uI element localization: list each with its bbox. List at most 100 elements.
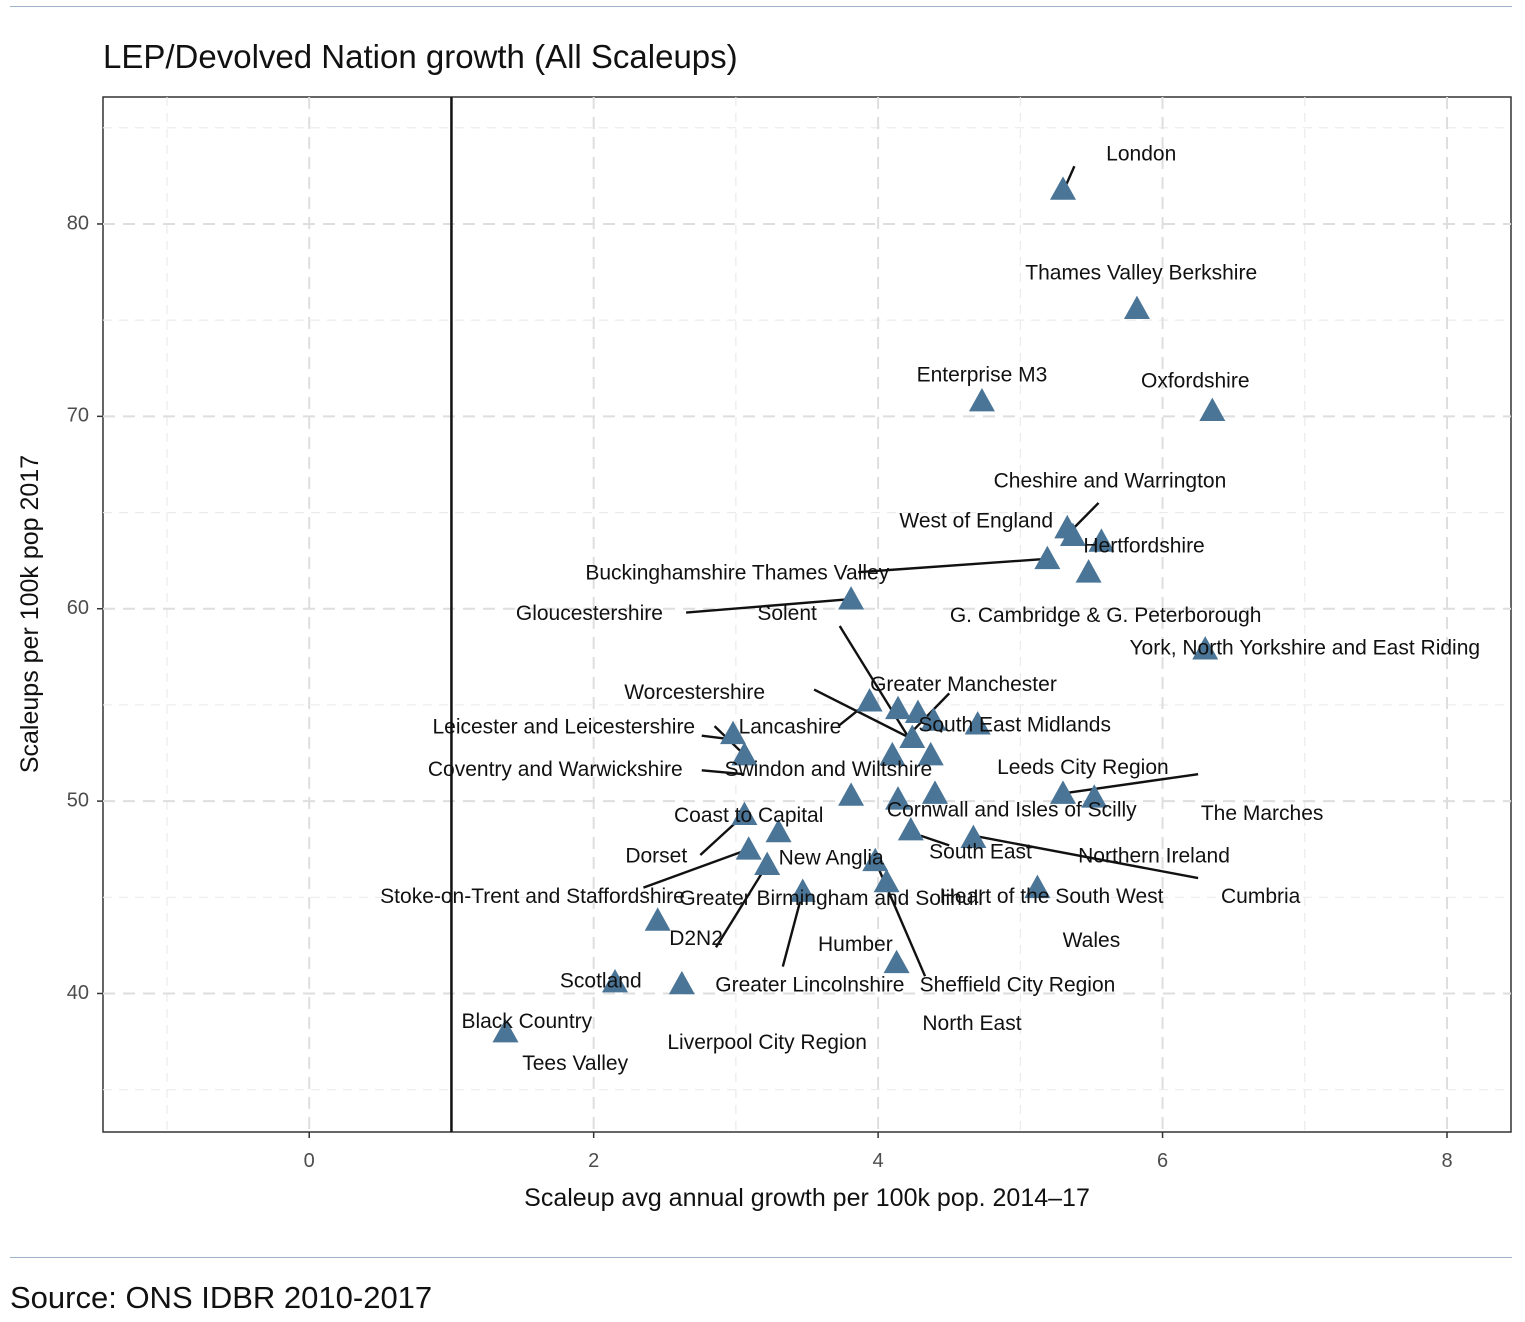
point-label: Greater Birmingham and Solihull bbox=[679, 887, 982, 910]
data-point-triangle: Gloucestershire bbox=[838, 586, 865, 610]
data-point-triangle: Buckinghamshire Thames Valley bbox=[1034, 545, 1061, 570]
data-point-triangle: South East bbox=[897, 816, 924, 841]
point-label: Scotland bbox=[560, 969, 642, 992]
point-label: Buckinghamshire Thames Valley bbox=[585, 562, 889, 585]
data-point-triangle: Thames Valley Berkshire bbox=[1123, 295, 1150, 320]
leader-line bbox=[858, 557, 1049, 574]
point-label: Stoke-on-Trent and Staffordshire bbox=[380, 885, 685, 908]
data-point-triangle: Dorset bbox=[731, 801, 758, 825]
leader-lines bbox=[611, 165, 1199, 983]
point-label: Cornwall and Isles of Scilly bbox=[887, 798, 1137, 821]
point-label: Oxfordshire bbox=[1141, 369, 1250, 392]
leader-line bbox=[973, 834, 1199, 880]
source-note: Source: ONS IDBR 2010-2017 bbox=[10, 1280, 433, 1315]
data-point-triangle: Hertfordshire bbox=[1088, 528, 1115, 552]
point-label: New Anglia bbox=[779, 846, 884, 869]
axis-ticks: 0 2 4 6 8 40 50 60 70 80 bbox=[67, 212, 1453, 1172]
point-label: Sheffield City Region bbox=[920, 973, 1116, 996]
point-label: Liverpool City Region bbox=[667, 1031, 867, 1054]
x-tick-label: 8 bbox=[1441, 1150, 1452, 1172]
point-label: Cheshire and Warrington bbox=[994, 469, 1227, 492]
point-label: West of England bbox=[899, 510, 1053, 533]
y-tick-label: 80 bbox=[67, 212, 89, 234]
point-label: Solent bbox=[757, 602, 817, 625]
y-tick-label: 40 bbox=[67, 982, 89, 1004]
data-point-triangle: Coventry and Warwickshire bbox=[731, 741, 758, 766]
data-point-triangle: Solent bbox=[904, 699, 931, 724]
data-point-triangle: Scotland bbox=[883, 949, 910, 974]
point-label: Cumbria bbox=[1221, 885, 1301, 908]
point-label: North East bbox=[922, 1012, 1021, 1035]
x-axis-title: Scaleup avg annual growth per 100k pop. … bbox=[524, 1184, 1090, 1212]
data-point-triangle: Leeds City Region bbox=[964, 711, 991, 735]
leader-line bbox=[686, 597, 852, 614]
data-point-triangle: Humber bbox=[789, 878, 816, 902]
data-point-triangle: Liverpool City Region bbox=[668, 970, 695, 995]
data-point-triangle: Heart of the South West bbox=[922, 780, 948, 804]
data-point-triangle: New Anglia bbox=[765, 818, 792, 843]
point-label: York, North Yorkshire and East Riding bbox=[1129, 637, 1480, 660]
data-point-triangle: The Marches bbox=[1081, 784, 1108, 808]
leader-line bbox=[1064, 165, 1076, 186]
plot-panel bbox=[102, 96, 1512, 1133]
leader-line bbox=[781, 891, 804, 967]
data-point-triangle: Swindon and Wiltshire bbox=[879, 741, 906, 766]
chart-title: LEP/Devolved Nation growth (All Scaleups… bbox=[103, 38, 738, 75]
point-label: Greater Manchester bbox=[870, 673, 1057, 696]
point-label: Tees Valley bbox=[522, 1052, 628, 1075]
point-label: Black Country bbox=[461, 1010, 592, 1033]
bottom-divider bbox=[10, 1257, 1512, 1258]
data-point-triangle: Black Country bbox=[602, 968, 628, 993]
y-tick-label: 50 bbox=[67, 789, 89, 811]
point-label: South East Midlands bbox=[918, 714, 1111, 737]
data-point-triangle: York, North Yorkshire and East Riding bbox=[1192, 636, 1219, 660]
data-point-triangle: West of England bbox=[1059, 522, 1086, 547]
x-tick-label: 4 bbox=[873, 1150, 884, 1172]
scatter-chart: London Thames Valley Berkshire Enterprise … bbox=[16, 96, 1512, 1212]
data-point-triangle: G. Cambridge & G. Peterborough bbox=[1075, 559, 1102, 583]
point-label: Coast to Capital bbox=[674, 804, 823, 827]
leader-line bbox=[643, 848, 750, 889]
data-point-triangle: Sheffield City Region bbox=[862, 847, 889, 872]
point-label: The Marches bbox=[1201, 802, 1324, 825]
leader-line bbox=[714, 863, 769, 948]
leader-line bbox=[701, 769, 745, 776]
point-label: Lancashire bbox=[739, 716, 842, 739]
leader-line bbox=[838, 625, 914, 745]
point-label: Hertfordshire bbox=[1083, 535, 1204, 558]
point-label: Thames Valley Berkshire bbox=[1025, 262, 1257, 285]
point-label: Leicester and Leicestershire bbox=[432, 716, 695, 739]
point-label: Swindon and Wiltshire bbox=[724, 758, 932, 781]
point-label: Leeds City Region bbox=[997, 756, 1169, 779]
data-point-triangle: Stoke-on-Trent and Staffordshire bbox=[735, 836, 762, 860]
data-point-triangle: North East bbox=[873, 868, 900, 893]
data-point-triangle: Tees Valley bbox=[492, 1018, 519, 1043]
data-point-triangle: Wales bbox=[1024, 874, 1051, 899]
data-point-triangle: Greater Birmingham and Solihull bbox=[917, 741, 944, 766]
point-label: Dorset bbox=[625, 844, 687, 867]
data-point-triangle: D2N2 bbox=[644, 907, 671, 931]
x-tick-label: 2 bbox=[588, 1150, 599, 1172]
data-points: London Thames Valley Berkshire Enterprise … bbox=[492, 176, 1226, 1043]
point-label: Humber bbox=[818, 933, 893, 956]
leader-line bbox=[813, 688, 922, 745]
data-point-triangle: Leicester and Leicestershire bbox=[720, 720, 747, 745]
point-label: Wales bbox=[1063, 929, 1121, 952]
point-label: Worcestershire bbox=[624, 681, 765, 704]
point-label: South East bbox=[929, 841, 1032, 864]
x-tick-label: 6 bbox=[1157, 1150, 1168, 1172]
top-divider bbox=[10, 6, 1512, 7]
data-point-triangle: London bbox=[1050, 176, 1076, 200]
data-point-triangle: Cumbria bbox=[960, 824, 987, 849]
data-point-triangle: Northern Ireland bbox=[1050, 780, 1076, 804]
point-label: D2N2 bbox=[669, 927, 723, 950]
data-point-triangle: Oxfordshire bbox=[1199, 397, 1226, 421]
point-label: Northern Ireland bbox=[1078, 844, 1230, 867]
data-point-triangle: Lancashire bbox=[899, 724, 926, 749]
data-point-triangle: Enterprise M3 bbox=[968, 387, 995, 412]
point-label: Heart of the South West bbox=[940, 885, 1164, 908]
data-point-triangle: Worcestershire bbox=[856, 688, 883, 712]
data-point-triangle: Greater Lincolnshire bbox=[754, 851, 781, 875]
data-point-triangle: Cornwall and Isles of Scilly bbox=[885, 786, 912, 810]
point-labels: London Thames Valley Berkshire Enterprise … bbox=[380, 142, 1480, 1075]
